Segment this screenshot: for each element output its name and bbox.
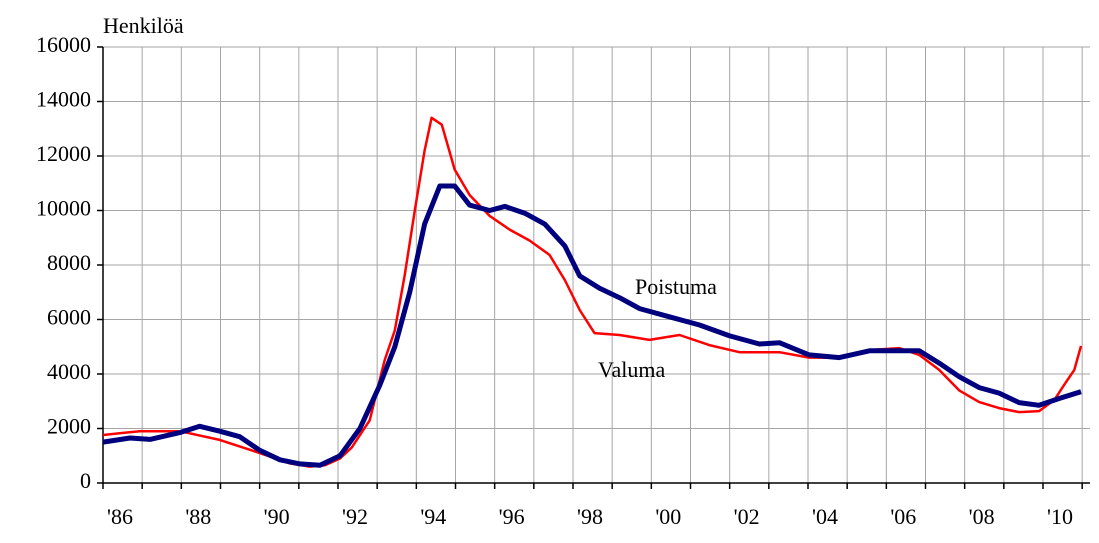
x-tick-label: '90	[264, 504, 290, 529]
y-tick-label: 12000	[36, 141, 91, 166]
series-label: Poistuma	[635, 274, 717, 299]
y-tick-label: 8000	[47, 250, 91, 275]
series-line	[102, 183, 1082, 468]
series-label: Valuma	[598, 357, 665, 382]
x-tick-label: '08	[969, 504, 995, 529]
x-tick-label: '02	[734, 504, 760, 529]
x-tick-label: '10	[1047, 504, 1073, 529]
x-tick-label: '92	[342, 504, 368, 529]
y-tick-label: 2000	[47, 414, 91, 439]
x-tick-label: '88	[185, 504, 211, 529]
y-tick-label: 10000	[36, 196, 91, 221]
x-tick-label: '96	[499, 504, 525, 529]
y-tick-label: 16000	[36, 32, 91, 57]
x-tick-label: '04	[812, 504, 838, 529]
y-tick-label: 6000	[47, 305, 91, 330]
y-tick-label: 4000	[47, 359, 91, 384]
series-line	[102, 116, 1083, 468]
x-tick-label: '86	[107, 504, 133, 529]
x-tick-label: '00	[655, 504, 681, 529]
y-axis-label: Henkilöä	[103, 13, 184, 38]
x-tick-label: '98	[577, 504, 603, 529]
y-tick-label: 14000	[36, 87, 91, 112]
y-tick-label: 0	[80, 468, 91, 493]
x-tick-label: '94	[420, 504, 446, 529]
x-tick-label: '06	[890, 504, 916, 529]
